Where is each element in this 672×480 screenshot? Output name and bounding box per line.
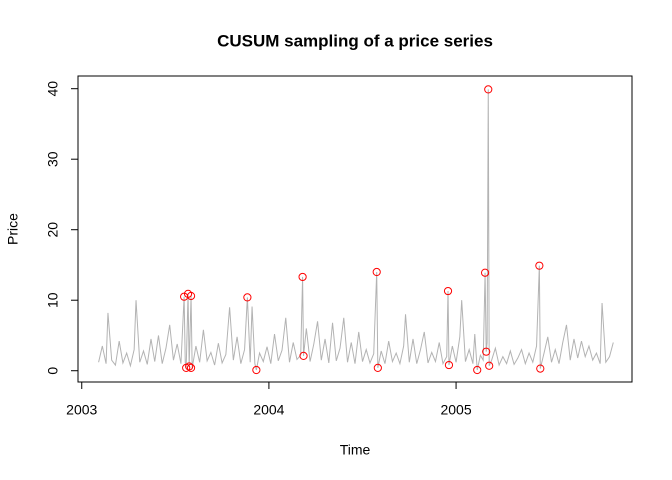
sample-point — [243, 293, 252, 302]
y-tick-label: 30 — [45, 151, 61, 167]
sample-point — [252, 365, 261, 375]
x-tick-label: 2004 — [253, 402, 284, 418]
sample-point — [186, 291, 196, 301]
sample-point — [485, 361, 494, 370]
y-tick-label: 0 — [45, 367, 61, 375]
x-tick-label: 2003 — [66, 402, 97, 418]
sample-point — [443, 286, 453, 296]
sample-point — [482, 347, 491, 356]
sample-point — [484, 85, 493, 94]
sample-point — [186, 363, 196, 372]
sample-point — [444, 360, 454, 370]
sample-point — [299, 351, 308, 361]
sample-point — [373, 363, 382, 372]
chart-title: CUSUM sampling of a price series — [217, 31, 493, 50]
sample-point — [536, 364, 545, 373]
y-tick-label: 10 — [45, 292, 61, 308]
y-tick-label: 20 — [45, 222, 61, 238]
sample-point — [185, 362, 194, 371]
sample-point — [298, 272, 307, 282]
price-line — [98, 89, 614, 371]
x-axis-label: Time — [340, 442, 371, 458]
sample-point — [535, 261, 544, 270]
plot-frame — [77, 75, 633, 383]
y-axis-label: Price — [5, 213, 21, 245]
y-tick-label: 40 — [45, 81, 61, 97]
x-tick-label: 2005 — [440, 402, 471, 418]
sample-point — [473, 365, 482, 375]
sample-point — [480, 268, 490, 277]
sample-point — [372, 267, 381, 277]
